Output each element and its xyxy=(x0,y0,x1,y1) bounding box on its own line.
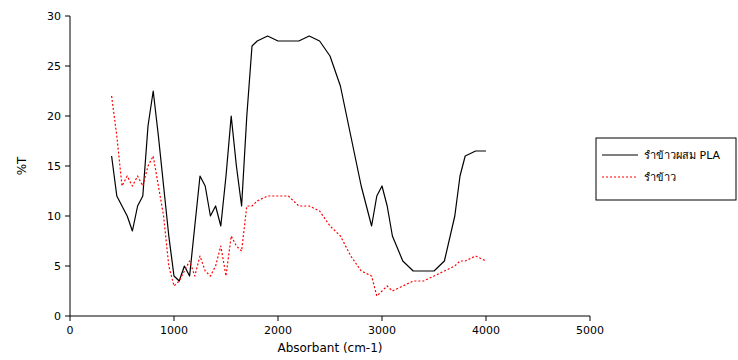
y-axis-title: %T xyxy=(15,156,29,175)
legend-swatch xyxy=(602,176,638,177)
x-tick xyxy=(590,316,591,321)
legend: รำข้าวผสม PLA รำข้าว xyxy=(596,138,736,200)
y-tick xyxy=(65,16,70,17)
x-tick xyxy=(278,316,279,321)
series-line xyxy=(112,36,486,281)
y-tick xyxy=(65,216,70,217)
series-line xyxy=(112,96,486,296)
y-tick xyxy=(65,66,70,67)
chart: 0 1000 2000 3000 4000 5000 0 5 10 15 20 25 30 Absorba… xyxy=(0,0,738,360)
x-tick-label: 4000 xyxy=(472,324,500,337)
x-tick-label: 1000 xyxy=(160,324,188,337)
x-tick xyxy=(382,316,383,321)
y-tick xyxy=(65,316,70,317)
x-tick-label: 3000 xyxy=(368,324,396,337)
x-axis-title: Absorbant (cm-1) xyxy=(277,341,382,355)
y-tick-label: 10 xyxy=(47,210,61,223)
legend-box xyxy=(596,138,736,200)
x-tick xyxy=(70,316,71,321)
x-axis xyxy=(70,316,590,317)
y-tick-label: 30 xyxy=(47,10,61,23)
x-tick xyxy=(486,316,487,321)
y-tick xyxy=(65,116,70,117)
x-tick-label: 5000 xyxy=(576,324,604,337)
legend-label: รำข้าว xyxy=(644,171,676,184)
y-tick xyxy=(65,266,70,267)
y-tick-label: 0 xyxy=(54,310,61,323)
y-tick-label: 15 xyxy=(47,160,61,173)
y-tick xyxy=(65,166,70,167)
y-tick-label: 20 xyxy=(47,110,61,123)
x-tick-label: 0 xyxy=(67,324,74,337)
plot-area xyxy=(112,36,486,296)
x-tick xyxy=(174,316,175,321)
x-tick-label: 2000 xyxy=(264,324,292,337)
y-tick-label: 25 xyxy=(47,60,61,73)
legend-swatch xyxy=(602,154,638,155)
legend-label: รำข้าวผสม PLA xyxy=(644,149,721,162)
y-tick-label: 5 xyxy=(54,260,61,273)
